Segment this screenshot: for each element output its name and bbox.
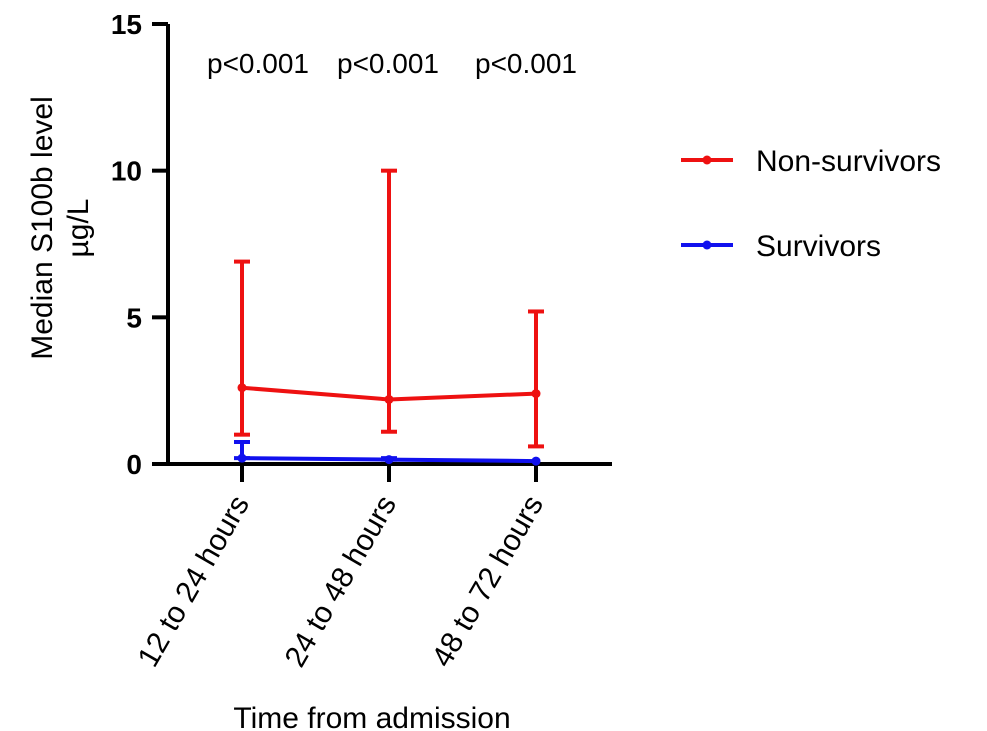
- x-tick-label: 48 to 72 hours: [426, 490, 550, 673]
- data-point: [384, 394, 394, 404]
- legend: Non-survivors Survivors: [681, 145, 941, 263]
- series-non-survivors: [234, 168, 544, 449]
- y-axis-label-line1: Median S100b level: [26, 96, 59, 360]
- y-tick-label: 0: [126, 449, 142, 480]
- x-axis-label: Time from admission: [233, 702, 510, 731]
- legend-marker-survivors: [702, 240, 712, 250]
- p-value-2: p<0.001: [337, 48, 439, 79]
- y-axis-label-line2: µg/L: [62, 199, 95, 258]
- y-ticks: 0 5 10 15: [111, 9, 168, 480]
- data-point: [237, 453, 247, 463]
- series-survivors: [234, 440, 541, 466]
- x-ticks: 12 to 24 hours 24 to 48 hours 48 to 72 hou…: [132, 464, 550, 673]
- series-layer: [234, 168, 544, 466]
- legend-item-survivors: Survivors: [681, 230, 881, 263]
- p-value-3: p<0.001: [475, 48, 577, 79]
- y-tick-label: 5: [126, 302, 142, 333]
- legend-label-survivors: Survivors: [756, 230, 881, 263]
- legend-marker-non-survivors: [702, 155, 712, 165]
- y-axis-label: Median S100b level µg/L: [26, 96, 95, 360]
- x-tick-label: 24 to 48 hours: [279, 490, 403, 673]
- annotations: p<0.001 p<0.001 p<0.001: [207, 48, 577, 79]
- x-tick-label: 12 to 24 hours: [132, 490, 256, 673]
- data-point: [237, 383, 247, 393]
- y-tick-label: 15: [111, 9, 142, 40]
- data-point: [384, 455, 394, 465]
- y-tick-label: 10: [111, 156, 142, 187]
- legend-label-non-survivors: Non-survivors: [756, 145, 941, 178]
- data-point: [531, 389, 541, 399]
- legend-item-non-survivors: Non-survivors: [681, 145, 941, 178]
- p-value-1: p<0.001: [207, 48, 309, 79]
- data-point: [531, 456, 541, 466]
